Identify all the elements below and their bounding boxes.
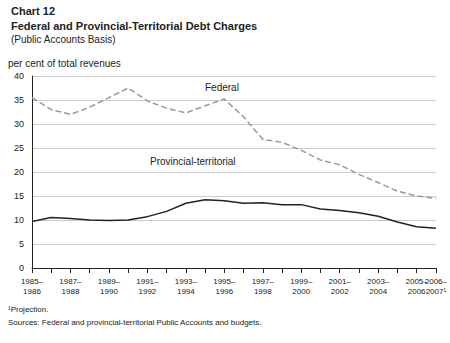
- svg-text:1995–: 1995–: [213, 277, 236, 286]
- svg-text:1989–: 1989–: [98, 277, 121, 286]
- svg-text:1988: 1988: [62, 287, 80, 296]
- svg-text:Federal and Provincial-Territo: Federal and Provincial-Territorial Debt …: [11, 20, 257, 32]
- svg-text:35: 35: [14, 95, 24, 105]
- svg-text:10: 10: [14, 215, 24, 225]
- svg-text:1991–: 1991–: [136, 277, 159, 286]
- svg-text:1985–: 1985–: [21, 277, 44, 286]
- svg-text:20: 20: [14, 167, 24, 177]
- svg-text:Chart 12: Chart 12: [11, 5, 55, 17]
- svg-text:1992: 1992: [138, 287, 156, 296]
- svg-text:1990: 1990: [100, 287, 118, 296]
- svg-text:per cent of total revenues: per cent of total revenues: [8, 58, 121, 69]
- svg-text:30: 30: [14, 119, 24, 129]
- svg-text:2001–: 2001–: [329, 277, 352, 286]
- svg-text:25: 25: [14, 143, 24, 153]
- svg-text:2007¹: 2007¹: [426, 287, 447, 296]
- svg-text:2002: 2002: [331, 287, 349, 296]
- svg-text:2005–: 2005–: [405, 276, 428, 286]
- svg-text:5: 5: [19, 239, 24, 249]
- svg-text:1998: 1998: [254, 287, 272, 296]
- svg-text:2003–: 2003–: [367, 277, 390, 286]
- svg-text:Federal: Federal: [205, 82, 239, 93]
- svg-text:Provincial-territorial: Provincial-territorial: [150, 156, 236, 167]
- svg-text:0: 0: [19, 263, 24, 273]
- svg-text:2006–: 2006–: [425, 277, 448, 286]
- svg-text:1994: 1994: [177, 287, 195, 296]
- svg-text:1999–: 1999–: [290, 277, 313, 286]
- svg-text:15: 15: [14, 191, 24, 201]
- svg-text:¹Projection.: ¹Projection.: [8, 305, 48, 314]
- svg-text:1993–: 1993–: [175, 277, 198, 286]
- svg-text:1997–: 1997–: [252, 277, 275, 286]
- svg-text:1996: 1996: [215, 287, 233, 296]
- svg-text:1986: 1986: [23, 287, 41, 296]
- svg-text:1987–: 1987–: [59, 277, 82, 286]
- svg-text:2006: 2006: [408, 287, 426, 296]
- svg-text:Sources: Federal and provincia: Sources: Federal and provincial-territor…: [8, 318, 261, 327]
- svg-text:2004: 2004: [369, 287, 387, 296]
- svg-text:40: 40: [14, 71, 24, 81]
- svg-text:2000: 2000: [292, 287, 310, 296]
- svg-text:(Public Accounts Basis): (Public Accounts Basis): [11, 34, 116, 45]
